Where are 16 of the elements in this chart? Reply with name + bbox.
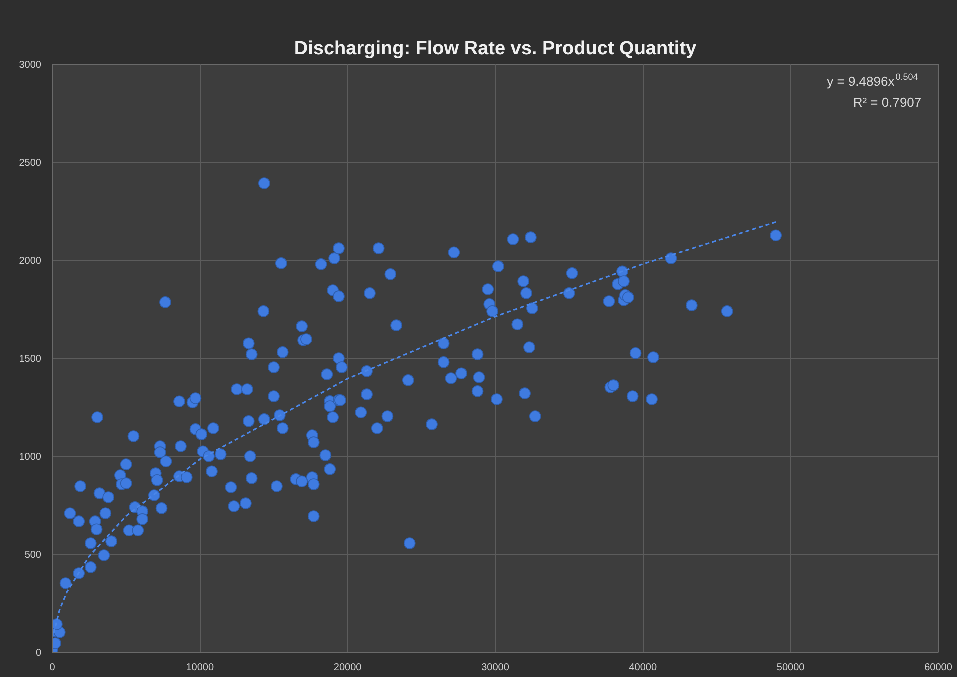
x-tick-label: 20000: [334, 662, 362, 674]
y-tick-label: 0: [36, 648, 42, 659]
x-tick-label: 60000: [924, 662, 953, 674]
x-tick-label: 10000: [186, 662, 215, 674]
y-tick-label: 1500: [19, 354, 42, 365]
chart-title: Discharging: Flow Rate vs. Product Quantity: [294, 38, 698, 60]
y-tick-label: 2000: [19, 256, 42, 267]
x-tick-label: 40000: [629, 662, 658, 674]
x-tick-label: 30000: [482, 662, 510, 674]
x-tick-label: 50000: [776, 662, 806, 674]
annotation: R² = 0.7907: [853, 95, 922, 110]
y-tick-label: 500: [24, 550, 42, 561]
y-tick-label: 2500: [19, 158, 42, 169]
x-tick-label: 0: [50, 662, 56, 674]
y-tick-label: 1000: [19, 452, 42, 463]
y-tick-label: 3000: [19, 60, 42, 71]
